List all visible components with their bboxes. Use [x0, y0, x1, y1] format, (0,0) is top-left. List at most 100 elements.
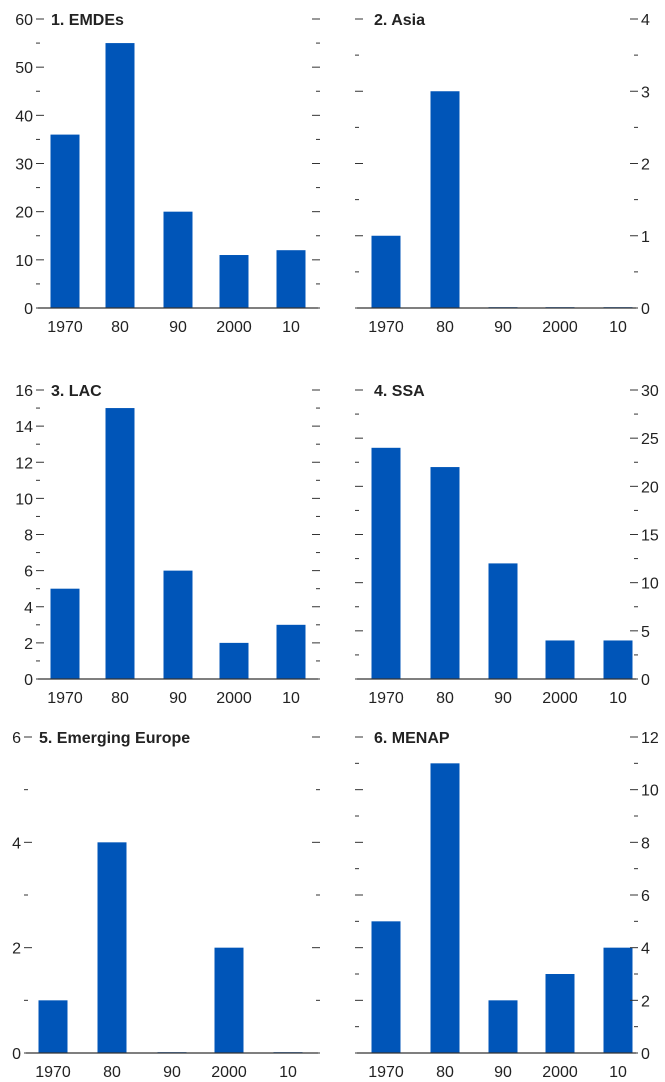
y-tick-label: 14 [15, 419, 33, 436]
panel-5: 0 2 4 6 1970 80 90 2000 10 5. Emerging Europe [12, 730, 320, 1081]
bar-10 [603, 640, 633, 679]
x-tick-label: 2000 [216, 319, 252, 336]
panel-title: 4. SSA [374, 383, 425, 400]
y-tick-label: 4 [12, 835, 21, 852]
x-tick-label: 80 [111, 319, 129, 336]
x-tick-label: 10 [282, 690, 300, 707]
y-tick-label: 10 [15, 253, 33, 270]
panel-3: 0 2 4 6 8 10 12 14 16 1970 80 90 2000 10 3. LAC [15, 383, 320, 707]
x-tick-label: 80 [436, 1064, 454, 1081]
x-tick-label: 1970 [368, 319, 404, 336]
y-tick-label: 0 [24, 301, 33, 318]
x-tick-label: 1970 [368, 690, 404, 707]
x-tick-label: 90 [494, 1064, 512, 1081]
y-tick-label: 25 [641, 431, 659, 448]
y-tick-label: 6 [12, 730, 21, 747]
y-tick-label: 15 [641, 528, 659, 545]
bar-1970 [371, 921, 401, 1053]
y-tick-label: 50 [15, 60, 33, 77]
bar-90 [488, 563, 518, 679]
bar-80 [430, 467, 460, 679]
y-tick-label: 6 [641, 888, 650, 905]
y-tick-label: 2 [641, 157, 650, 174]
x-tick-label: 2000 [211, 1064, 247, 1081]
bar-2000 [219, 642, 249, 679]
x-tick-label: 80 [111, 690, 129, 707]
y-tick-label: 2 [12, 941, 21, 958]
panel-4: 0 5 10 15 20 25 30 1970 80 90 2000 10 4. SSA [355, 383, 659, 707]
x-tick-label: 1970 [368, 1064, 404, 1081]
y-tick-label: 10 [641, 576, 659, 593]
x-tick-label: 10 [609, 690, 627, 707]
x-tick-label: 10 [609, 319, 627, 336]
y-tick-label: 8 [24, 528, 33, 545]
bar-80 [430, 91, 460, 308]
x-tick-label: 90 [494, 690, 512, 707]
bar-2000 [219, 255, 249, 308]
y-tick-label: 0 [24, 672, 33, 689]
bar-10 [603, 947, 633, 1053]
y-tick-label: 2 [24, 636, 33, 653]
x-tick-label: 1970 [47, 690, 83, 707]
x-tick-label: 90 [169, 319, 187, 336]
panel-2: 0 1 2 3 4 1970 80 90 2000 10 2. Asia [355, 12, 650, 336]
panel-title: 5. Emerging Europe [39, 730, 190, 747]
y-tick-label: 3 [641, 84, 650, 101]
y-tick-label: 40 [15, 108, 33, 125]
x-tick-label: 90 [494, 319, 512, 336]
bar-10 [276, 250, 306, 308]
x-tick-label: 1970 [35, 1064, 71, 1081]
bar-80 [97, 842, 127, 1053]
x-tick-label: 2000 [542, 1064, 578, 1081]
x-tick-label: 1970 [47, 319, 83, 336]
x-tick-label: 2000 [542, 319, 578, 336]
y-tick-label: 12 [15, 455, 33, 472]
y-tick-label: 10 [641, 783, 659, 800]
y-tick-label: 30 [15, 157, 33, 174]
x-tick-label: 90 [163, 1064, 181, 1081]
panel-title: 6. MENAP [374, 730, 450, 747]
y-tick-label: 20 [641, 479, 659, 496]
x-tick-label: 80 [103, 1064, 121, 1081]
y-tick-label: 5 [641, 624, 650, 641]
y-tick-label: 10 [15, 491, 33, 508]
y-tick-label: 60 [15, 12, 33, 29]
panel-title: 3. LAC [51, 383, 102, 400]
x-tick-label: 2000 [542, 690, 578, 707]
y-tick-label: 0 [641, 672, 650, 689]
bar-2000 [545, 640, 575, 679]
panel-1: 0 10 20 30 40 50 60 1970 80 90 2000 10 1. EMDEs [15, 12, 320, 336]
y-tick-label: 6 [24, 564, 33, 581]
y-tick-label: 4 [641, 12, 650, 29]
bar-1970 [50, 588, 80, 679]
bar-80 [430, 763, 460, 1053]
x-tick-label: 80 [436, 319, 454, 336]
y-tick-label: 4 [641, 941, 650, 958]
y-tick-label: 30 [641, 383, 659, 400]
bar-1970 [371, 447, 401, 679]
panel-title: 1. EMDEs [51, 12, 124, 29]
bar-80 [105, 43, 135, 308]
bar-90 [163, 570, 193, 679]
bar-80 [105, 408, 135, 679]
y-tick-label: 2 [641, 993, 650, 1010]
x-tick-label: 80 [436, 690, 454, 707]
y-tick-label: 16 [15, 383, 33, 400]
x-tick-label: 10 [279, 1064, 297, 1081]
y-tick-label: 1 [641, 229, 650, 246]
bar-1970 [371, 235, 401, 308]
y-tick-label: 12 [641, 730, 659, 747]
bar-2000 [545, 974, 575, 1053]
bar-10 [276, 624, 306, 679]
bar-90 [488, 1000, 518, 1053]
y-tick-label: 20 [15, 205, 33, 222]
panel-6: 0 2 4 6 8 10 12 1970 80 90 2000 10 6. MENAP [355, 730, 659, 1081]
y-tick-label: 4 [24, 600, 33, 617]
y-tick-label: 0 [12, 1046, 21, 1063]
bar-1970 [50, 134, 80, 308]
y-tick-label: 8 [641, 835, 650, 852]
bar-2000 [214, 947, 244, 1053]
x-tick-label: 2000 [216, 690, 252, 707]
x-tick-label: 90 [169, 690, 187, 707]
